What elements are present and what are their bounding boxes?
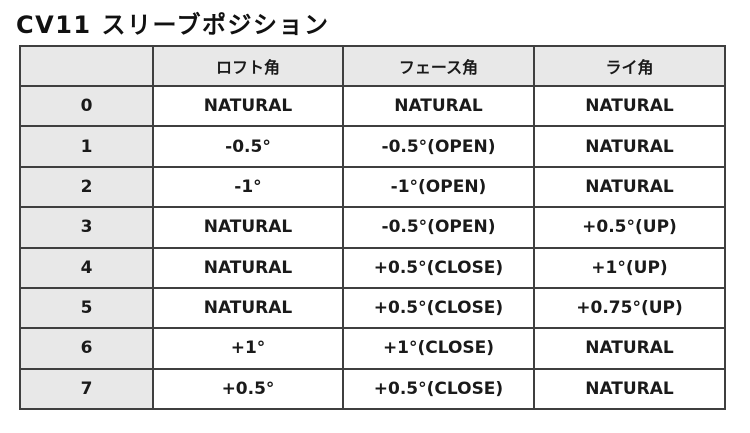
table-row: 2 -1° -1°(OPEN) NATURAL bbox=[19, 165, 726, 209]
face-value: NATURAL bbox=[342, 84, 535, 128]
table-row: 7 +0.5° +0.5°(CLOSE) NATURAL bbox=[19, 367, 726, 411]
lie-value: NATURAL bbox=[533, 165, 726, 209]
loft-value: -0.5° bbox=[152, 125, 344, 168]
row-label: 7 bbox=[19, 367, 154, 411]
loft-value: +1° bbox=[152, 327, 344, 370]
column-header-position bbox=[19, 45, 154, 87]
header-row: ロフト角 フェース角 ライ角 bbox=[19, 45, 726, 87]
table-row: 3 NATURAL -0.5°(OPEN) +0.5°(UP) bbox=[19, 206, 726, 249]
loft-value: -1° bbox=[152, 165, 344, 209]
row-label: 2 bbox=[19, 165, 154, 209]
column-header-face: フェース角 bbox=[342, 45, 535, 87]
lie-value: +0.75°(UP) bbox=[533, 286, 726, 330]
face-value: +1°(CLOSE) bbox=[342, 327, 535, 370]
row-label: 4 bbox=[19, 246, 154, 289]
row-label: 3 bbox=[19, 206, 154, 249]
lie-value: +0.5°(UP) bbox=[533, 206, 726, 249]
lie-value: NATURAL bbox=[533, 84, 726, 128]
table-row: 0 NATURAL NATURAL NATURAL bbox=[19, 84, 726, 128]
row-label: 6 bbox=[19, 327, 154, 370]
table-row: 1 -0.5° -0.5°(OPEN) NATURAL bbox=[19, 125, 726, 168]
loft-value: NATURAL bbox=[152, 206, 344, 249]
loft-value: NATURAL bbox=[152, 84, 344, 128]
table-row: 6 +1° +1°(CLOSE) NATURAL bbox=[19, 327, 726, 370]
page-title: CV11 スリーブポジション bbox=[16, 11, 330, 39]
lie-value: NATURAL bbox=[533, 327, 726, 370]
row-label: 1 bbox=[19, 125, 154, 168]
face-value: -0.5°(OPEN) bbox=[342, 206, 535, 249]
face-value: -1°(OPEN) bbox=[342, 165, 535, 209]
face-value: -0.5°(OPEN) bbox=[342, 125, 535, 168]
column-header-lie: ライ角 bbox=[533, 45, 726, 87]
loft-value: NATURAL bbox=[152, 246, 344, 289]
sleeve-position-table-container: ロフト角 フェース角 ライ角 0 NATURAL NATURAL NATURAL… bbox=[19, 45, 726, 411]
row-label: 0 bbox=[19, 84, 154, 128]
table-row: 4 NATURAL +0.5°(CLOSE) +1°(UP) bbox=[19, 246, 726, 289]
face-value: +0.5°(CLOSE) bbox=[342, 246, 535, 289]
lie-value: NATURAL bbox=[533, 125, 726, 168]
loft-value: +0.5° bbox=[152, 367, 344, 411]
row-label: 5 bbox=[19, 286, 154, 330]
lie-value: NATURAL bbox=[533, 367, 726, 411]
lie-value: +1°(UP) bbox=[533, 246, 726, 289]
face-value: +0.5°(CLOSE) bbox=[342, 286, 535, 330]
loft-value: NATURAL bbox=[152, 286, 344, 330]
face-value: +0.5°(CLOSE) bbox=[342, 367, 535, 411]
table-row: 5 NATURAL +0.5°(CLOSE) +0.75°(UP) bbox=[19, 286, 726, 330]
column-header-loft: ロフト角 bbox=[152, 45, 344, 87]
sleeve-position-table: ロフト角 フェース角 ライ角 0 NATURAL NATURAL NATURAL… bbox=[19, 45, 726, 411]
